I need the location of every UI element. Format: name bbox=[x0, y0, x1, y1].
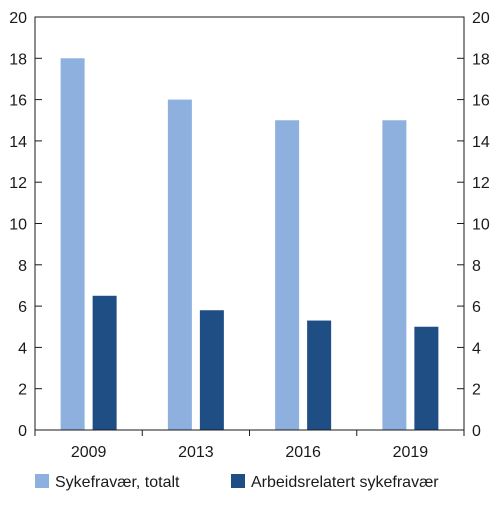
bar-s1-2009 bbox=[60, 58, 85, 431]
y-tick-label-right-16: 16 bbox=[472, 93, 490, 110]
y-tick-label-right-0: 0 bbox=[472, 423, 481, 440]
y-tick-label-left-2: 2 bbox=[18, 382, 27, 399]
y-tick-label-right-14: 14 bbox=[472, 134, 490, 151]
axes-layer: 0 0 2 2 4 4 6 6 8 8 10 10 12 12 14 14 16 16 18 18 20 20 2009 20… bbox=[9, 10, 490, 461]
y-tick-label-left-4: 4 bbox=[18, 340, 27, 357]
bar-s1-2019 bbox=[382, 120, 407, 430]
legend-label-2: Arbeidsrelatert sykefravær bbox=[251, 474, 439, 491]
bar-s2-2016 bbox=[307, 320, 332, 430]
y-tick-label-right-12: 12 bbox=[472, 175, 490, 192]
bar-s1-2016 bbox=[275, 120, 300, 430]
y-tick-label-right-2: 2 bbox=[472, 382, 481, 399]
bar-s2-2019 bbox=[414, 326, 439, 430]
x-tick-label-2016: 2016 bbox=[285, 444, 321, 461]
y-tick-label-left-0: 0 bbox=[18, 423, 27, 440]
legend-swatch-1 bbox=[35, 474, 49, 488]
y-tick-label-left-20: 20 bbox=[9, 10, 27, 27]
y-tick-label-left-8: 8 bbox=[18, 258, 27, 275]
y-tick-label-right-18: 18 bbox=[472, 51, 490, 68]
y-tick-label-right-20: 20 bbox=[472, 10, 490, 27]
y-tick-label-right-6: 6 bbox=[472, 299, 481, 316]
legend-swatch-2 bbox=[231, 474, 245, 488]
bar-s1-2013 bbox=[167, 99, 192, 430]
x-tick-label-2009: 2009 bbox=[71, 444, 107, 461]
bars-layer bbox=[60, 58, 439, 431]
x-tick-label-2013: 2013 bbox=[178, 444, 214, 461]
y-tick-label-left-6: 6 bbox=[18, 299, 27, 316]
legend: Sykefravær, totalt Arbeidsrelatert sykefr… bbox=[35, 474, 439, 491]
x-tick-label-2019: 2019 bbox=[393, 444, 429, 461]
y-tick-label-left-14: 14 bbox=[9, 134, 27, 151]
bar-s2-2009 bbox=[92, 295, 117, 430]
y-tick-label-left-18: 18 bbox=[9, 51, 27, 68]
y-tick-label-left-12: 12 bbox=[9, 175, 27, 192]
y-tick-label-right-8: 8 bbox=[472, 258, 481, 275]
y-tick-label-right-4: 4 bbox=[472, 340, 481, 357]
y-tick-label-left-16: 16 bbox=[9, 93, 27, 110]
bar-s2-2013 bbox=[199, 310, 224, 430]
legend-label-1: Sykefravær, totalt bbox=[55, 474, 180, 491]
y-tick-label-right-10: 10 bbox=[472, 217, 490, 234]
y-tick-label-left-10: 10 bbox=[9, 217, 27, 234]
